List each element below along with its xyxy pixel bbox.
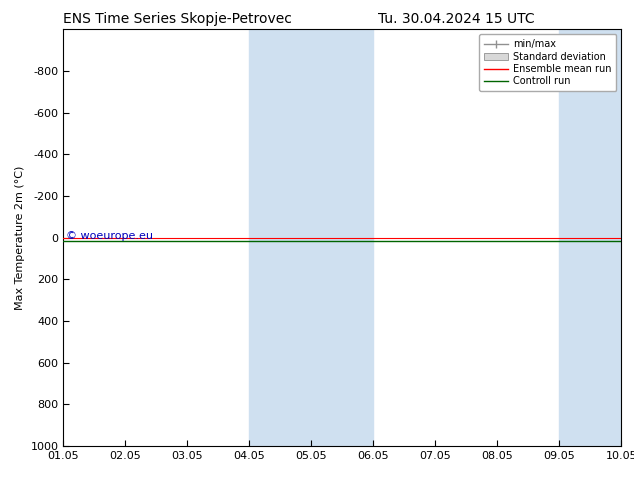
Text: Tu. 30.04.2024 15 UTC: Tu. 30.04.2024 15 UTC (378, 12, 535, 26)
Text: © woeurope.eu: © woeurope.eu (66, 231, 153, 241)
Legend: min/max, Standard deviation, Ensemble mean run, Controll run: min/max, Standard deviation, Ensemble me… (479, 34, 616, 91)
Y-axis label: Max Temperature 2m (°C): Max Temperature 2m (°C) (15, 166, 25, 310)
Text: ENS Time Series Skopje-Petrovec: ENS Time Series Skopje-Petrovec (63, 12, 292, 26)
Bar (559, 29, 621, 446)
Bar (249, 29, 311, 446)
Bar (311, 29, 373, 446)
